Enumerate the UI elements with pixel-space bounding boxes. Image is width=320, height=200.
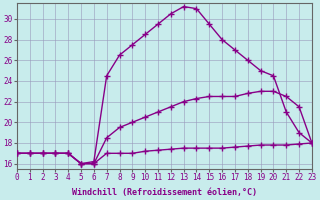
X-axis label: Windchill (Refroidissement éolien,°C): Windchill (Refroidissement éolien,°C) <box>72 188 257 197</box>
